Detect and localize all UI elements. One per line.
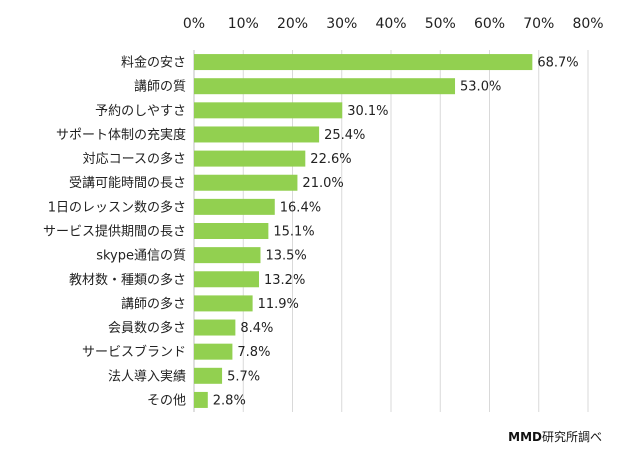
bar bbox=[194, 391, 208, 408]
category-label: 予約のしやすさ bbox=[95, 104, 186, 119]
value-label: 13.2% bbox=[264, 273, 305, 288]
value-label: 22.6% bbox=[310, 152, 351, 167]
bar bbox=[194, 150, 306, 167]
category-label: 講師の多さ bbox=[121, 296, 186, 312]
category-label: 1日のレッスン数の多さ bbox=[48, 199, 186, 215]
source-note: MMD研究所調べ bbox=[508, 428, 602, 445]
bar bbox=[194, 319, 236, 336]
x-tick-label: 20% bbox=[277, 16, 308, 32]
category-label: 料金の安さ bbox=[121, 55, 186, 71]
x-tick-label: 80% bbox=[572, 16, 603, 32]
x-tick-label: 0% bbox=[183, 16, 205, 32]
x-axis-ticks: 0% 10% 20% 30% 40% 50% 60% 70% 80% bbox=[183, 16, 604, 32]
bars bbox=[194, 54, 533, 408]
bar bbox=[194, 247, 261, 264]
value-label: 21.0% bbox=[302, 176, 343, 191]
category-label: 受講可能時間の長さ bbox=[69, 175, 186, 191]
category-label: その他 bbox=[147, 393, 186, 408]
bar bbox=[194, 367, 223, 384]
value-label: 53.0% bbox=[460, 80, 501, 95]
x-tick-label: 30% bbox=[326, 16, 357, 32]
x-tick-label: 70% bbox=[523, 16, 554, 32]
bar bbox=[194, 174, 298, 191]
x-tick-label: 40% bbox=[375, 16, 406, 32]
value-label: 25.4% bbox=[324, 128, 365, 143]
bar bbox=[194, 102, 343, 119]
category-labels: 料金の安さ講師の質予約のしやすさサポート体制の充実度対応コースの多さ受講可能時間… bbox=[43, 55, 186, 409]
value-label: 68.7% bbox=[537, 56, 578, 71]
value-label: 5.7% bbox=[227, 369, 260, 384]
bar bbox=[194, 54, 533, 71]
value-label: 2.8% bbox=[213, 393, 246, 408]
bar bbox=[194, 223, 269, 239]
value-labels: 68.7% 53.0% 30.1% 25.4% 22.6% 21.0% 16.4% 15.1%… bbox=[213, 56, 579, 409]
bar bbox=[194, 295, 253, 312]
bar bbox=[194, 126, 320, 143]
value-label: 7.8% bbox=[237, 345, 270, 360]
category-label: 教材数・種類の多さ bbox=[69, 272, 186, 288]
category-label: skype通信の質 bbox=[96, 249, 186, 264]
category-label: サービス提供期間の長さ bbox=[43, 224, 186, 240]
x-tick-label: 60% bbox=[474, 16, 505, 32]
category-label: 法人導入実績 bbox=[108, 368, 186, 384]
value-label: 8.4% bbox=[240, 321, 273, 336]
x-tick-label: 10% bbox=[228, 16, 259, 32]
source-brand: MMD bbox=[508, 430, 542, 444]
value-label: 15.1% bbox=[273, 225, 314, 240]
bar bbox=[194, 271, 260, 288]
value-label: 16.4% bbox=[280, 200, 321, 215]
category-label: 対応コースの多さ bbox=[83, 151, 186, 167]
category-label: サービスブランド bbox=[82, 344, 186, 360]
value-label: 11.9% bbox=[258, 297, 299, 312]
x-tick-label: 50% bbox=[425, 16, 456, 32]
bar bbox=[194, 78, 456, 95]
bar bbox=[194, 198, 275, 215]
category-label: 講師の質 bbox=[134, 79, 186, 95]
category-label: サポート体制の充実度 bbox=[56, 127, 186, 143]
value-label: 30.1% bbox=[347, 104, 388, 119]
category-label: 会員数の多さ bbox=[108, 320, 186, 336]
value-label: 13.5% bbox=[265, 249, 306, 264]
bar bbox=[194, 343, 233, 360]
source-text: 研究所調べ bbox=[541, 430, 602, 444]
